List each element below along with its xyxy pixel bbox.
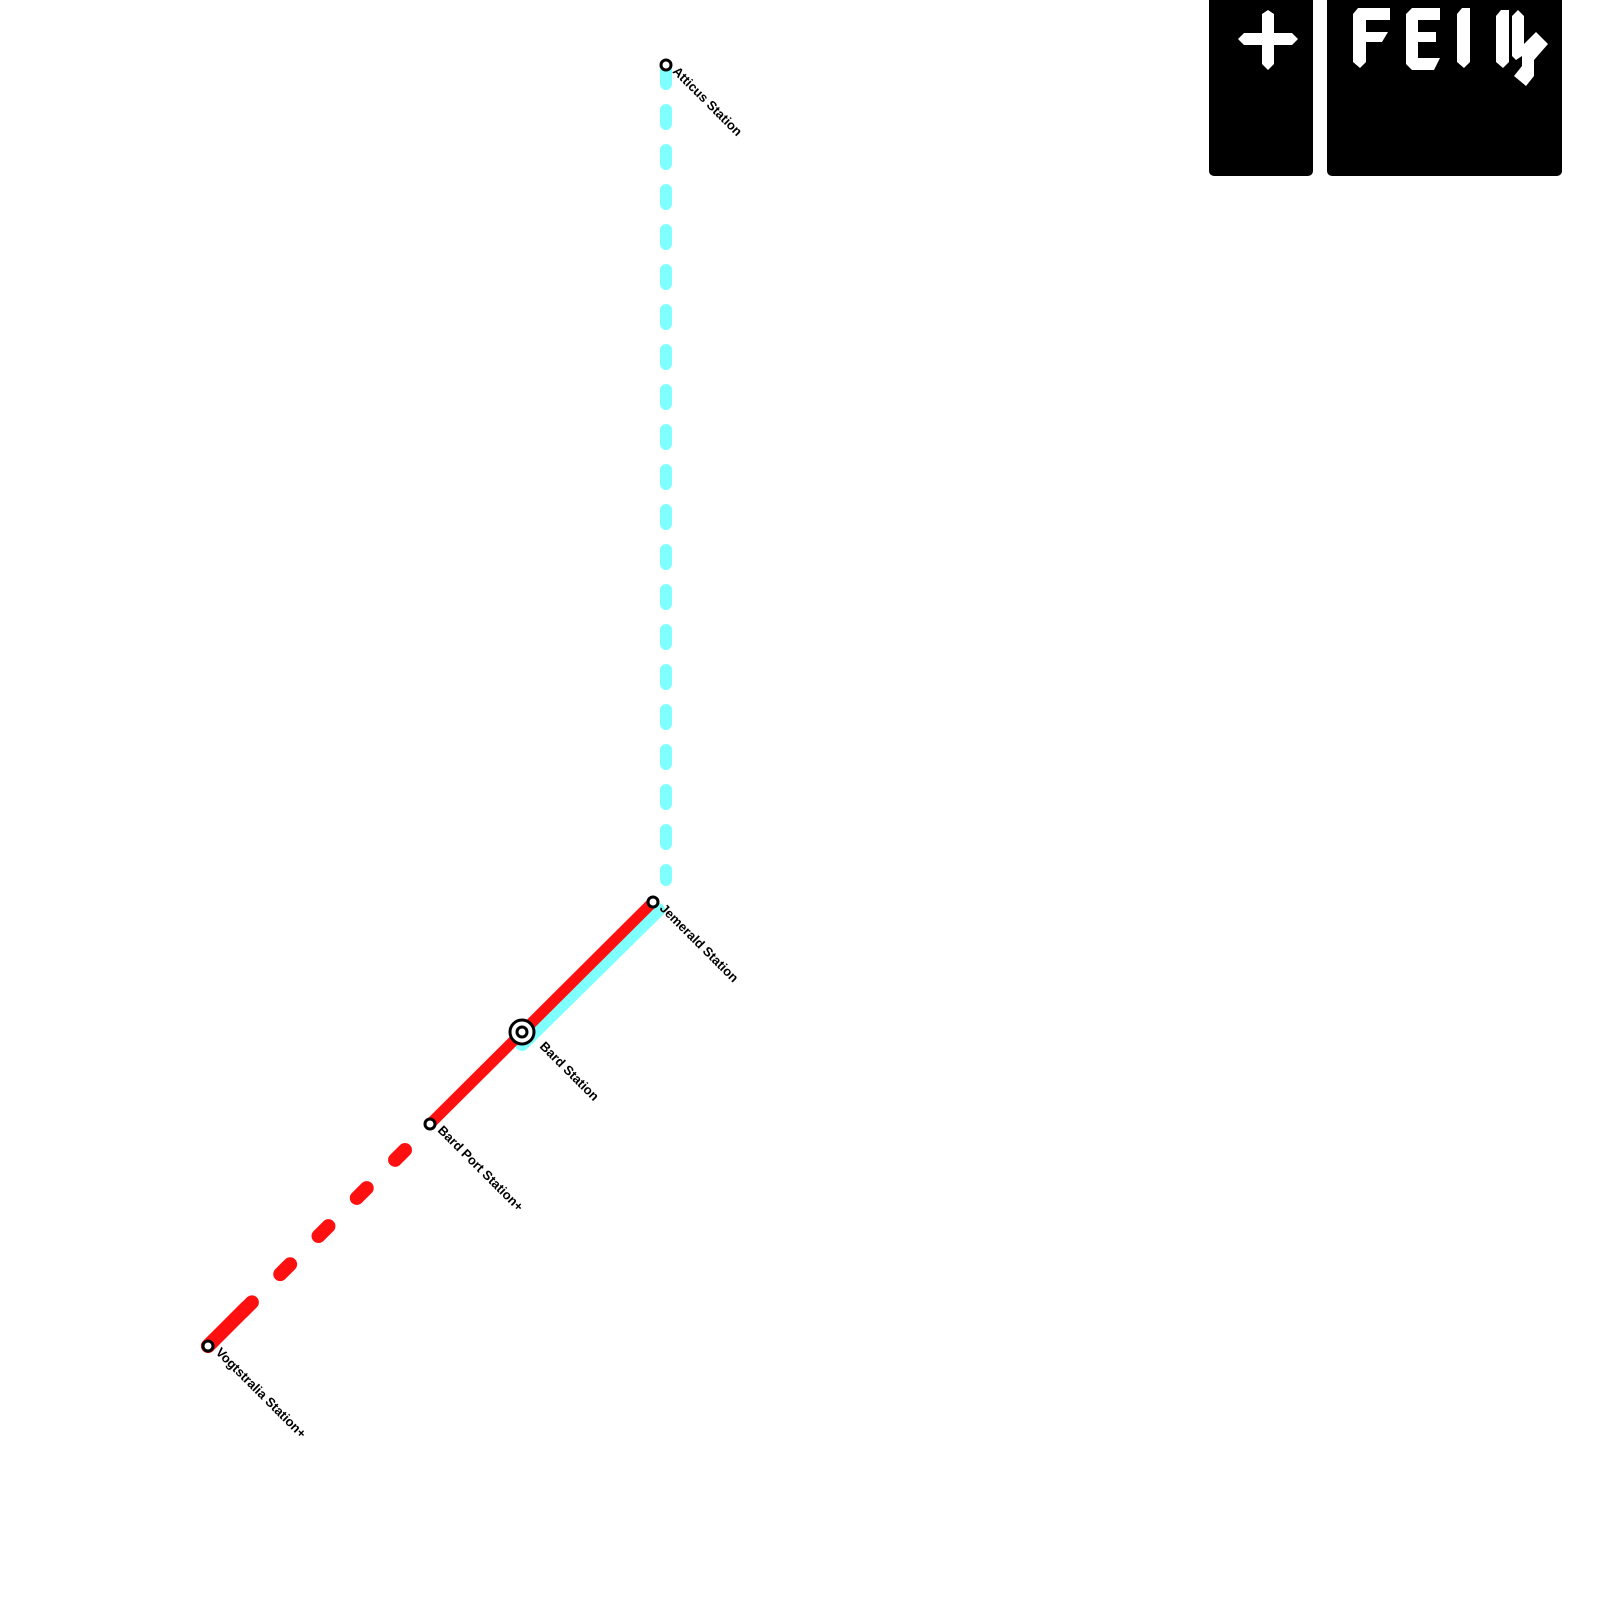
station-label: Atticus Station — [670, 64, 746, 140]
interchange-station-inner — [515, 1025, 529, 1039]
add-button[interactable] — [1209, 0, 1313, 176]
station[interactable] — [201, 1339, 215, 1353]
red-line — [424, 896, 659, 1130]
station[interactable] — [423, 1117, 437, 1131]
station-label: Vogtstralia Station+ — [213, 1345, 310, 1442]
station-label: Bard Station — [537, 1039, 602, 1104]
station[interactable] — [659, 58, 673, 72]
logo-panel — [1327, 0, 1562, 176]
station-label: Jemerald Station — [657, 901, 742, 986]
red-line-end — [201, 1301, 253, 1353]
station[interactable] — [646, 895, 660, 909]
cyan-line — [515, 903, 665, 1051]
station-label: Bard Port Station+ — [435, 1123, 527, 1215]
